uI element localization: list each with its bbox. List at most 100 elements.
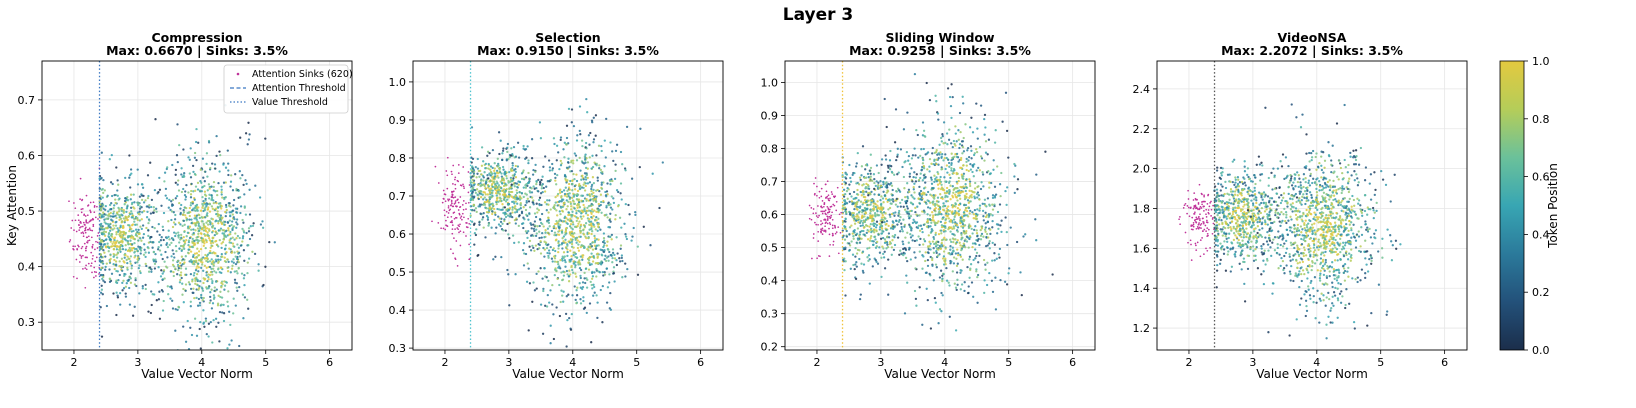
data-point <box>571 108 573 110</box>
data-point <box>189 237 191 239</box>
data-point <box>862 222 864 224</box>
data-point <box>887 294 889 296</box>
data-point <box>109 278 111 280</box>
data-point <box>163 261 165 263</box>
data-point <box>853 172 855 174</box>
data-point <box>190 147 192 149</box>
data-point <box>177 306 179 308</box>
data-point <box>208 278 210 280</box>
data-point <box>598 223 600 225</box>
sink-point <box>462 204 464 206</box>
sink-point <box>93 211 95 213</box>
sink-point <box>448 207 450 209</box>
data-point <box>561 294 563 296</box>
data-point <box>860 191 862 193</box>
data-point <box>634 214 636 216</box>
data-point <box>184 224 186 226</box>
data-point <box>101 289 103 291</box>
data-point <box>869 203 871 205</box>
y-axis: 0.30.40.50.60.7 <box>18 94 43 329</box>
data-point <box>508 222 510 224</box>
sink-point <box>92 255 94 257</box>
data-point <box>876 213 878 215</box>
sink-point <box>460 206 462 208</box>
data-point <box>182 258 184 260</box>
sink-point <box>76 259 78 261</box>
data-point <box>136 261 138 263</box>
data-point <box>190 222 192 224</box>
data-point <box>198 250 200 252</box>
data-point <box>872 219 874 221</box>
data-point <box>582 281 584 283</box>
data-point <box>662 161 664 163</box>
data-point <box>884 267 886 269</box>
data-point <box>100 177 102 179</box>
data-point <box>862 224 864 226</box>
data-point <box>861 184 863 186</box>
data-point <box>167 246 169 248</box>
data-point <box>930 176 932 178</box>
data-point <box>892 189 894 191</box>
data-point <box>497 158 499 160</box>
data-point <box>601 181 603 183</box>
data-point <box>598 164 600 166</box>
data-point <box>207 189 209 191</box>
data-point <box>940 232 942 234</box>
data-point <box>949 245 951 247</box>
data-point <box>217 213 219 215</box>
sink-point <box>443 228 445 230</box>
data-point <box>963 173 965 175</box>
data-point <box>477 158 479 160</box>
data-point <box>123 217 125 219</box>
data-point <box>189 172 191 174</box>
data-point <box>580 212 582 214</box>
data-point <box>984 269 986 271</box>
data-point <box>881 158 883 160</box>
data-point <box>959 269 961 271</box>
sink-point <box>468 244 470 246</box>
data-point <box>192 238 194 240</box>
data-point <box>865 224 867 226</box>
data-point <box>130 263 132 265</box>
data-point <box>595 216 597 218</box>
data-point <box>977 137 979 139</box>
sink-point <box>458 213 460 215</box>
data-point <box>844 220 846 222</box>
sink-point <box>443 190 445 192</box>
data-point <box>139 226 141 228</box>
sink-point <box>454 203 456 205</box>
data-point <box>229 185 231 187</box>
data-point <box>496 199 498 201</box>
data-point <box>855 197 857 199</box>
data-point <box>908 155 910 157</box>
data-point <box>162 309 164 311</box>
data-point <box>249 238 251 240</box>
data-point <box>210 186 212 188</box>
data-point <box>511 183 513 185</box>
data-point <box>588 205 590 207</box>
data-point <box>886 220 888 222</box>
data-point <box>202 210 204 212</box>
data-point <box>869 180 871 182</box>
data-point <box>181 277 183 279</box>
data-point <box>531 196 533 198</box>
data-point <box>996 165 998 167</box>
data-point <box>904 196 906 198</box>
data-point <box>494 167 496 169</box>
data-point <box>605 156 607 158</box>
data-point <box>189 358 191 360</box>
data-point <box>1000 172 1002 174</box>
data-point <box>108 268 110 270</box>
data-point <box>570 220 572 222</box>
data-point <box>217 210 219 212</box>
data-point <box>475 176 477 178</box>
data-point <box>202 299 204 301</box>
data-point <box>571 121 573 123</box>
data-point <box>876 221 878 223</box>
data-point <box>590 228 592 230</box>
data-point <box>534 220 536 222</box>
data-point <box>907 207 909 209</box>
data-point <box>529 206 531 208</box>
data-point <box>494 175 496 177</box>
data-point <box>220 207 222 209</box>
